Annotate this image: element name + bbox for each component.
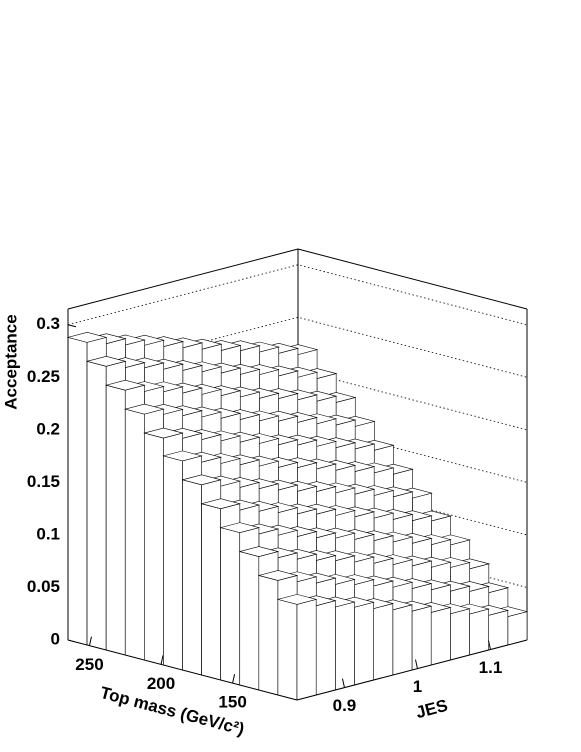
- bar-side: [124, 408, 145, 661]
- frame-edge: [67, 248, 299, 310]
- frame-edge: [297, 248, 528, 310]
- y-tick: [414, 659, 418, 669]
- bar-side: [67, 336, 88, 646]
- z-tick-label: 0.3: [36, 314, 60, 333]
- bar-top: [162, 450, 203, 462]
- bar-top: [104, 379, 146, 391]
- z-tick-label: 0.15: [27, 472, 60, 491]
- x-tick-label: 150: [218, 693, 246, 712]
- bar-side: [392, 604, 413, 676]
- bar-side: [296, 598, 317, 701]
- x-axis: [67, 639, 298, 701]
- bar-top: [124, 403, 165, 415]
- y-tick-label: 1.1: [479, 658, 503, 677]
- z-tick-label: 0.25: [27, 367, 60, 386]
- x-tick: [160, 655, 164, 665]
- bar-side: [220, 527, 241, 686]
- z-tick-label: 0.05: [27, 577, 60, 596]
- z-tick-label: 0: [51, 629, 60, 648]
- y-tick-label: 1: [413, 677, 422, 696]
- bar-side: [182, 479, 202, 676]
- bar-side: [86, 360, 107, 651]
- y-tick: [341, 678, 345, 688]
- bar-side: [315, 600, 336, 696]
- bar-side: [105, 384, 126, 656]
- bar-top: [219, 522, 261, 533]
- bar-side: [144, 432, 164, 666]
- bar-side: [258, 575, 279, 696]
- bar-side: [163, 455, 183, 671]
- bar-top: [200, 498, 242, 510]
- y-tick-label: 0.9: [333, 696, 357, 715]
- y-tick: [488, 640, 491, 650]
- z-tick-label: 0.2: [36, 419, 60, 438]
- x-tick-label: 250: [75, 655, 103, 674]
- x-tick: [232, 674, 236, 684]
- bar-top: [257, 570, 299, 581]
- y-axis-title: JES: [414, 696, 450, 723]
- bar-side: [277, 598, 298, 701]
- bar-side: [239, 551, 260, 691]
- bar-top: [181, 474, 222, 486]
- bar-side: [335, 601, 355, 691]
- bar-side: [507, 611, 528, 646]
- bar-side: [201, 503, 221, 681]
- bar-top: [238, 546, 280, 557]
- bar-top: [66, 332, 108, 343]
- y-axis: [296, 639, 528, 701]
- bar-side: [488, 609, 509, 651]
- bar-side: [450, 608, 470, 661]
- bar-top: [276, 594, 318, 605]
- bar-top: [143, 427, 184, 439]
- bar-side: [411, 605, 432, 671]
- z-axis-title: Acceptance: [1, 314, 20, 409]
- x-tick: [88, 636, 92, 646]
- bar-side: [373, 603, 394, 681]
- z-tick-label: 0.1: [36, 524, 60, 543]
- bar-top: [85, 355, 127, 367]
- bar-side: [469, 608, 489, 656]
- bar-side: [354, 601, 374, 686]
- bar-side: [430, 607, 451, 666]
- x-tick-label: 200: [147, 674, 175, 693]
- z-tick: [67, 324, 77, 328]
